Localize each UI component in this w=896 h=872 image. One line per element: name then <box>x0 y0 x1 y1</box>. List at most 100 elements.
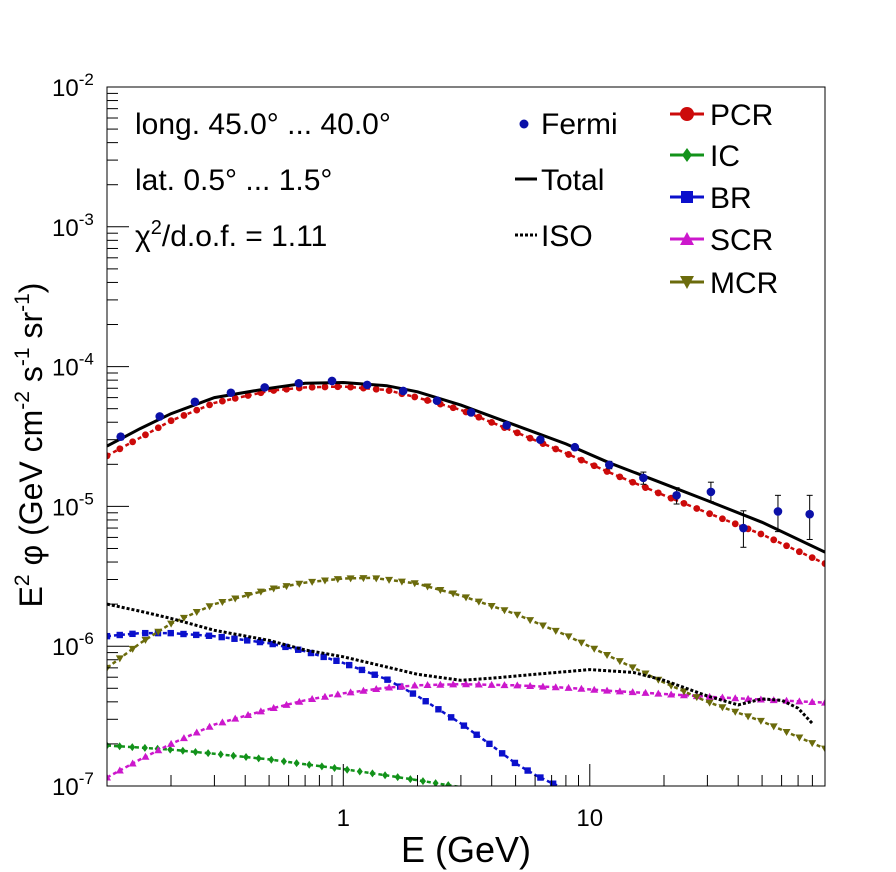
series-scr-point <box>436 680 445 688</box>
legend-left: Fermi Total ISO <box>515 108 618 253</box>
x-tick-label: 10 <box>576 805 603 832</box>
series-br-point <box>524 767 531 774</box>
series-scr-point <box>449 680 458 688</box>
series-pcr-point <box>308 383 316 391</box>
series-ic-point <box>243 753 250 762</box>
series-mcr-point <box>115 655 124 663</box>
fermi-point <box>294 378 304 388</box>
x-tick-label: 1 <box>337 805 350 832</box>
series-mcr-point <box>718 704 727 712</box>
series-pcr-point <box>821 560 825 567</box>
series-mcr-point <box>756 717 765 725</box>
series-pcr-point <box>616 473 624 481</box>
series-scr-point <box>282 700 291 708</box>
series-mcr-point <box>397 578 406 586</box>
series-br-point <box>345 661 353 669</box>
series-mcr-point <box>410 580 419 588</box>
series-ic-point <box>268 755 275 764</box>
series-ic-point <box>407 775 414 784</box>
series-pcr-point <box>167 417 175 425</box>
series-iso <box>107 602 814 725</box>
series-mcr-point <box>474 598 483 606</box>
series-mcr-point <box>333 576 342 584</box>
series-br-point <box>282 643 289 651</box>
series-mcr-point <box>128 645 137 653</box>
series-mcr-point <box>320 577 329 585</box>
series-scr-point <box>654 689 663 697</box>
series-br-point <box>244 637 251 644</box>
series-pcr-point <box>206 401 213 409</box>
series-scr-point <box>256 707 265 715</box>
series-scr-point <box>641 688 650 696</box>
series-pcr-point <box>795 548 803 556</box>
series-scr-point <box>231 714 240 722</box>
series-pcr-point <box>654 489 662 497</box>
series-mcr-point <box>179 614 188 622</box>
series-br-point <box>498 750 506 757</box>
series-ic-point <box>356 767 363 776</box>
plot-frame <box>106 86 826 787</box>
series-pcr-point <box>385 387 393 395</box>
fermi-point <box>502 421 511 430</box>
series-br-point <box>218 633 225 641</box>
series-scr-point <box>564 683 573 691</box>
series-pcr-point <box>783 542 790 550</box>
fermi-point <box>362 380 372 390</box>
series-scr-point <box>128 759 137 767</box>
series-ic-point <box>116 742 123 751</box>
series-scr-point <box>244 711 253 719</box>
series-pcr-point <box>107 452 111 460</box>
series-mcr-point <box>295 580 304 588</box>
series-scr-point <box>346 688 355 696</box>
series-br-point <box>269 640 276 648</box>
series-mcr-point <box>282 583 291 591</box>
series-pcr-point <box>488 418 496 426</box>
series-br-point <box>447 714 455 721</box>
series-pcr-point <box>590 462 598 470</box>
series-ic-point <box>394 773 401 782</box>
y-tick-label: 10-2 <box>52 70 94 102</box>
series-scr-point <box>526 682 535 690</box>
series-mcr-point <box>154 628 163 636</box>
series-pcr-point <box>603 468 611 475</box>
legend-ic-label: IC <box>710 140 740 173</box>
fermi-point <box>805 509 814 519</box>
series-scr-point <box>423 681 432 689</box>
series-scr-point <box>167 739 176 747</box>
series-pcr-point <box>411 393 419 401</box>
series-br-point <box>473 731 480 738</box>
series-br-point <box>193 631 200 639</box>
series-pcr-point <box>770 536 778 544</box>
series-br-point <box>435 706 442 713</box>
series-ic-point <box>192 747 199 756</box>
series-scr-point <box>795 697 804 705</box>
series-scr-point <box>333 690 342 698</box>
series-scr-point <box>410 681 419 689</box>
series-mcr-point <box>449 590 458 598</box>
series-scr-point <box>359 686 368 694</box>
series-ic-point <box>167 745 174 754</box>
series-mcr-point <box>538 622 547 630</box>
series-scr-line <box>107 682 825 779</box>
series-scr-point <box>218 718 227 726</box>
series-br-point <box>486 740 493 748</box>
series-scr-point <box>320 692 329 700</box>
series-mcr-point <box>359 575 368 583</box>
series-mcr-point <box>679 688 688 696</box>
series-ic-point <box>141 743 148 752</box>
series-br-point <box>205 632 213 639</box>
series-scr-point <box>590 685 599 693</box>
series-scr-point <box>744 694 753 702</box>
series-br-point <box>371 671 378 678</box>
series-ic-point <box>331 764 338 773</box>
series-pcr-point <box>193 406 201 414</box>
series-br-point <box>384 676 391 683</box>
series-pcr-point <box>334 383 342 391</box>
fermi-point <box>570 442 580 452</box>
series-mcr-point <box>821 745 825 753</box>
annotation-longitude: long. 45.0° ... 40.0° <box>135 108 391 141</box>
series-mcr-point <box>526 617 535 625</box>
series-ic-point <box>369 769 376 778</box>
